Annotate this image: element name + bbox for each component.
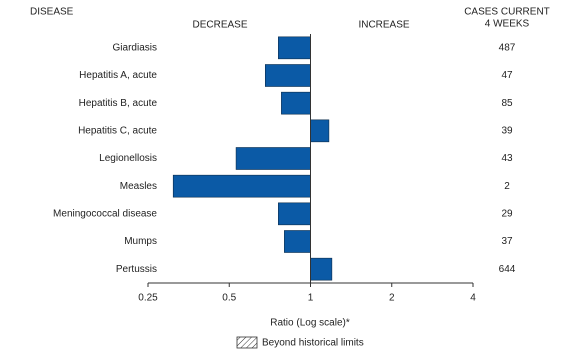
bar [235, 147, 311, 170]
x-tick-label: 2 [389, 293, 395, 304]
x-tick-label: 4 [470, 293, 476, 304]
y-tick-label: Meningococcal disease [53, 208, 157, 219]
decrease-label: DECREASE [192, 20, 247, 31]
x-axis-label: Ratio (Log scale)* [270, 318, 350, 329]
y-tick-label: Legionellosis [99, 153, 157, 164]
bar [172, 174, 311, 198]
cases-value: 2 [504, 181, 510, 192]
y-tick-label: Pertussis [116, 264, 157, 275]
y-tick-label: Hepatitis B, acute [79, 98, 158, 109]
cases-value: 644 [499, 264, 516, 275]
y-tick-label: Hepatitis C, acute [78, 125, 157, 136]
x-tick-label: 0.25 [138, 293, 158, 304]
bar [278, 202, 311, 226]
bar [278, 36, 311, 60]
cases-value: 43 [501, 153, 513, 164]
disease-header: DISEASE [30, 7, 74, 18]
bar [284, 230, 311, 253]
y-tick-label: Measles [120, 181, 157, 192]
cases-value: 47 [501, 70, 513, 81]
cases-value: 85 [501, 98, 513, 109]
legend-label: Beyond historical limits [262, 338, 364, 349]
bar [310, 119, 330, 143]
cases-header: CASES CURRENT [464, 7, 550, 18]
increase-label: INCREASE [358, 20, 409, 31]
bar [264, 64, 311, 87]
cases-value: 37 [501, 236, 513, 247]
cases-value: 487 [499, 42, 516, 53]
y-tick-label: Mumps [124, 236, 157, 247]
cases-value: 39 [501, 125, 513, 136]
x-tick-label: 0.5 [222, 293, 236, 304]
x-tick-label: 1 [308, 293, 314, 304]
bar [310, 257, 333, 281]
y-tick-label: Giardiasis [113, 42, 157, 53]
cases-value: 29 [501, 208, 513, 219]
bar [281, 91, 311, 115]
cases-header: 4 WEEKS [485, 19, 530, 30]
y-tick-label: Hepatitis A, acute [79, 70, 157, 81]
legend-swatch [236, 336, 258, 349]
